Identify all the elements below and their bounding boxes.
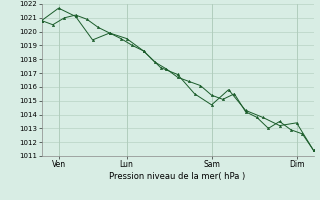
X-axis label: Pression niveau de la mer( hPa ): Pression niveau de la mer( hPa ) [109,172,246,181]
